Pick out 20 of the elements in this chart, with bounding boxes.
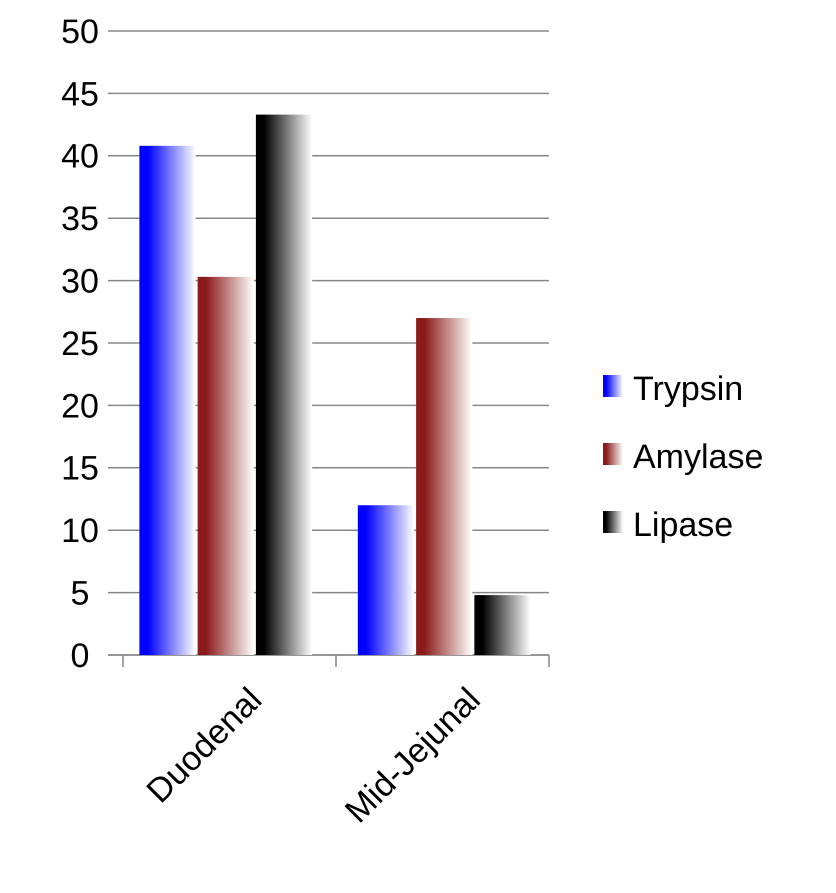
y-tick-label: 40 [61, 138, 99, 176]
legend-label: Amylase [633, 438, 764, 476]
y-tick-label: 45 [61, 75, 99, 114]
y-tick-label: 30 [61, 262, 99, 300]
legend-label: Trypsin [633, 370, 744, 408]
y-tick-label: 25 [61, 324, 99, 363]
legend-label: Lipase [633, 506, 734, 544]
y-tick-label: 50 [61, 12, 99, 51]
bar [416, 318, 472, 655]
y-tick-label: 15 [61, 450, 99, 488]
bar [256, 114, 312, 655]
bar [198, 276, 254, 655]
bar [358, 505, 414, 655]
y-tick-label: 5 [70, 574, 90, 612]
y-tick-label: 0 [70, 636, 90, 675]
y-tick-label: 35 [61, 200, 99, 238]
y-tick-label: 20 [61, 387, 99, 426]
bar [139, 146, 196, 655]
y-tick-label: 10 [61, 512, 99, 550]
bar [474, 595, 531, 655]
